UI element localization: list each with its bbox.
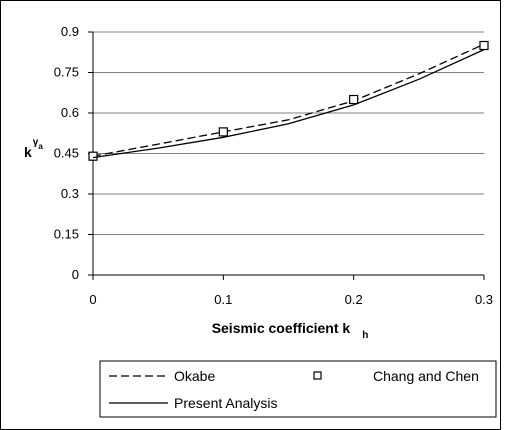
y-tick-label-0: 0	[72, 267, 79, 282]
marker-chang-and-chen-2	[349, 94, 359, 105]
legend-swatch-chang-and-chen	[313, 371, 322, 380]
grid-lines	[93, 31, 484, 235]
legend-label-present-analysis: Present Analysis	[174, 395, 278, 411]
legend-label-okabe: Okabe	[174, 368, 215, 384]
legend: Okabe Chang and Chen Present Analysis	[99, 360, 497, 418]
marker-chang-and-chen-1	[218, 127, 228, 137]
series-line-present-analysis	[92, 49, 485, 159]
x-tick-label-2: 0.2	[345, 292, 363, 307]
x-tick-label-3: 0.3	[475, 292, 493, 307]
y-tick-label-2: 0.3	[61, 186, 79, 201]
y-tick-label-4: 0.6	[61, 105, 79, 120]
x-tick-label-1: 0.1	[214, 292, 232, 307]
legend-box	[99, 360, 497, 418]
y-tick-label-3: 0.45	[54, 146, 79, 161]
series-group	[88, 40, 489, 161]
y-axis-title: kγa	[24, 137, 43, 160]
tick-labels: 0 0.15 0.3 0.45 0.6 0.75 0.9 0 0.1 0.2 0.3	[54, 24, 493, 307]
marker-chang-and-chen-0	[88, 151, 98, 161]
y-tick-label-6: 0.9	[61, 24, 79, 39]
legend-label-chang-and-chen: Chang and Chen	[373, 368, 479, 384]
y-tick-label-5: 0.75	[54, 65, 79, 80]
y-tick-label-1: 0.15	[54, 227, 79, 242]
x-tick-label-0: 0	[89, 292, 96, 307]
series-line-okabe	[92, 43, 485, 157]
marker-chang-and-chen-3	[479, 40, 489, 51]
